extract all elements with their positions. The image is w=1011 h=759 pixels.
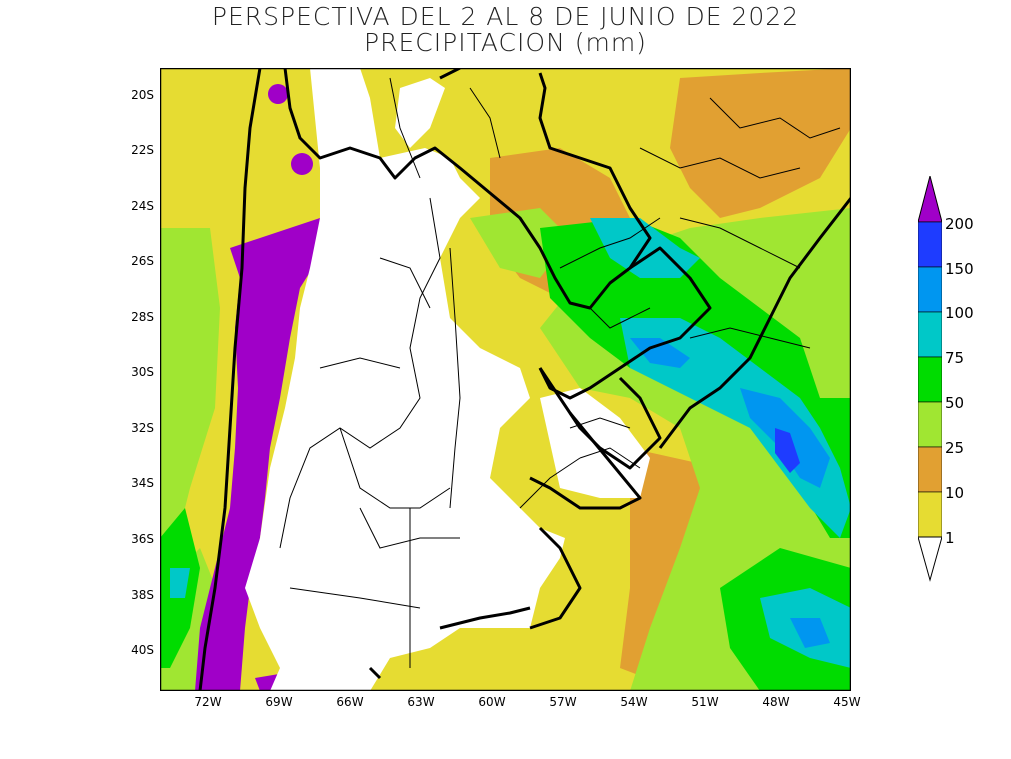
lat-label: 28S <box>131 310 154 324</box>
legend-label-75: 75 <box>945 349 965 367</box>
lat-label: 40S <box>131 643 154 657</box>
lon-label: 72W <box>194 695 222 709</box>
lon-label: 57W <box>549 695 577 709</box>
lon-label: 48W <box>762 695 790 709</box>
precipitation-legend <box>918 176 942 582</box>
legend-swatch-100 <box>918 266 942 313</box>
lon-label: 63W <box>407 695 435 709</box>
province-borders <box>279 77 841 668</box>
legend-label-200: 200 <box>945 215 974 233</box>
map-title: PERSPECTIVA DEL 2 AL 8 DE JUNIO DE 2022 <box>211 2 800 31</box>
lon-label: 69W <box>265 695 293 709</box>
lat-label: 32S <box>131 421 154 435</box>
legend-swatch-75 <box>918 311 942 358</box>
field-dry-region <box>245 68 565 691</box>
legend-swatch-150 <box>918 221 942 268</box>
lon-label: 60W <box>478 695 506 709</box>
lat-label: 36S <box>131 532 154 546</box>
legend-swatch-50 <box>918 356 942 403</box>
field-dry-region <box>395 78 445 148</box>
legend-swatch-10 <box>918 446 942 493</box>
lat-label: 20S <box>131 88 154 102</box>
legend-label-25: 25 <box>945 439 965 457</box>
field-150mm <box>775 428 800 473</box>
lon-label: 54W <box>620 695 648 709</box>
lat-label: 34S <box>131 476 154 490</box>
map-subtitle: PRECIPITACION (mm) <box>364 28 647 57</box>
lat-label: 38S <box>131 588 154 602</box>
legend-arrow-top <box>918 176 942 223</box>
lat-label: 22S <box>131 143 154 157</box>
legend-label-50: 50 <box>945 394 965 412</box>
precipitation-map <box>160 68 851 691</box>
legend-swatch-25 <box>918 401 942 448</box>
legend-label-1: 1 <box>945 529 955 547</box>
legend-swatch-1 <box>918 491 942 538</box>
legend-label-150: 150 <box>945 260 974 278</box>
legend-label-100: 100 <box>945 304 974 322</box>
legend-label-10: 10 <box>945 484 965 502</box>
lon-label: 45W <box>833 695 861 709</box>
legend-arrow-bottom <box>918 536 942 582</box>
country-borders <box>198 68 851 691</box>
lat-label: 30S <box>131 365 154 379</box>
lon-label: 66W <box>336 695 364 709</box>
lat-label: 24S <box>131 199 154 213</box>
lon-label: 51W <box>691 695 719 709</box>
lat-label: 26S <box>131 254 154 268</box>
